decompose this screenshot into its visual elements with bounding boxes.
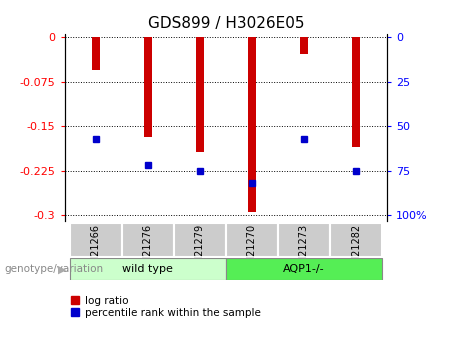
Bar [122, 223, 174, 257]
Legend: log ratio, percentile rank within the sample: log ratio, percentile rank within the sa… [70, 296, 261, 318]
Text: GSM21276: GSM21276 [143, 224, 153, 277]
Text: GSM21282: GSM21282 [351, 224, 361, 277]
Bar [70, 223, 122, 257]
Text: GSM21266: GSM21266 [91, 224, 101, 277]
Text: GSM21279: GSM21279 [195, 224, 205, 277]
Text: wild type: wild type [122, 264, 173, 274]
Text: genotype/variation: genotype/variation [5, 264, 104, 274]
Bar [174, 223, 226, 257]
Bar [144, 38, 152, 137]
Title: GDS899 / H3026E05: GDS899 / H3026E05 [148, 16, 304, 31]
Bar [300, 38, 308, 54]
Bar [352, 38, 360, 147]
Bar [248, 38, 256, 212]
Bar [196, 38, 204, 151]
Bar [278, 223, 330, 257]
Bar [226, 258, 382, 280]
Text: GSM21273: GSM21273 [299, 224, 309, 277]
Bar [226, 223, 278, 257]
Bar [330, 223, 382, 257]
Text: GSM21270: GSM21270 [247, 224, 257, 277]
Bar [70, 258, 226, 280]
Text: ▶: ▶ [58, 264, 66, 274]
Text: AQP1-/-: AQP1-/- [283, 264, 325, 274]
Bar [92, 38, 100, 70]
